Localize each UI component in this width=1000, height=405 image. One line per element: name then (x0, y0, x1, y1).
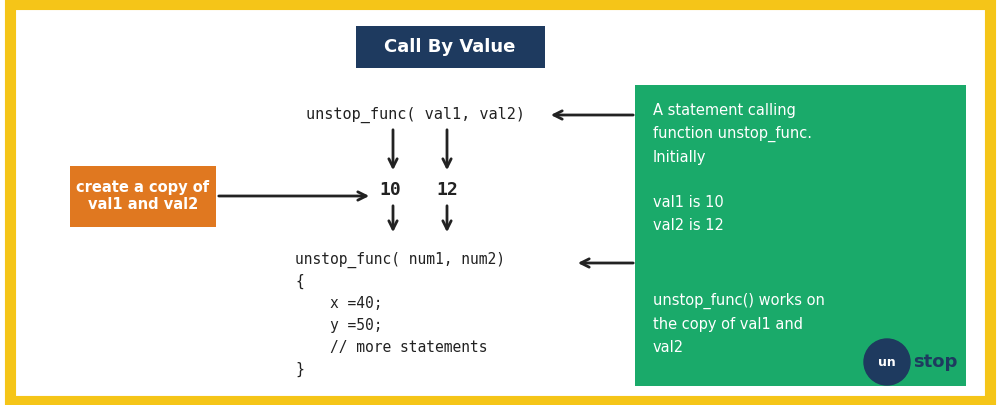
Text: unstop_func() works on
the copy of val1 and
val2: unstop_func() works on the copy of val1 … (653, 293, 825, 355)
Text: stop: stop (913, 353, 957, 371)
Text: un: un (878, 356, 896, 369)
Text: {: { (295, 274, 304, 289)
Text: 10: 10 (379, 181, 401, 199)
Text: A statement calling
function unstop_func.
Initially

val1 is 10
val2 is 12: A statement calling function unstop_func… (653, 103, 812, 233)
Circle shape (864, 339, 910, 385)
Text: unstop_func( num1, num2): unstop_func( num1, num2) (295, 252, 505, 268)
FancyBboxPatch shape (70, 166, 216, 226)
FancyBboxPatch shape (635, 275, 966, 386)
FancyBboxPatch shape (635, 85, 966, 281)
Text: unstop_func( val1, val2): unstop_func( val1, val2) (306, 107, 524, 123)
FancyBboxPatch shape (356, 26, 544, 68)
Text: 12: 12 (436, 181, 458, 199)
Text: // more statements: // more statements (295, 340, 488, 355)
Text: }: } (295, 362, 304, 377)
Text: create a copy of
val1 and val2: create a copy of val1 and val2 (76, 180, 210, 212)
Text: x =40;: x =40; (295, 296, 382, 311)
Text: Call By Value: Call By Value (384, 38, 516, 56)
Text: y =50;: y =50; (295, 318, 382, 333)
